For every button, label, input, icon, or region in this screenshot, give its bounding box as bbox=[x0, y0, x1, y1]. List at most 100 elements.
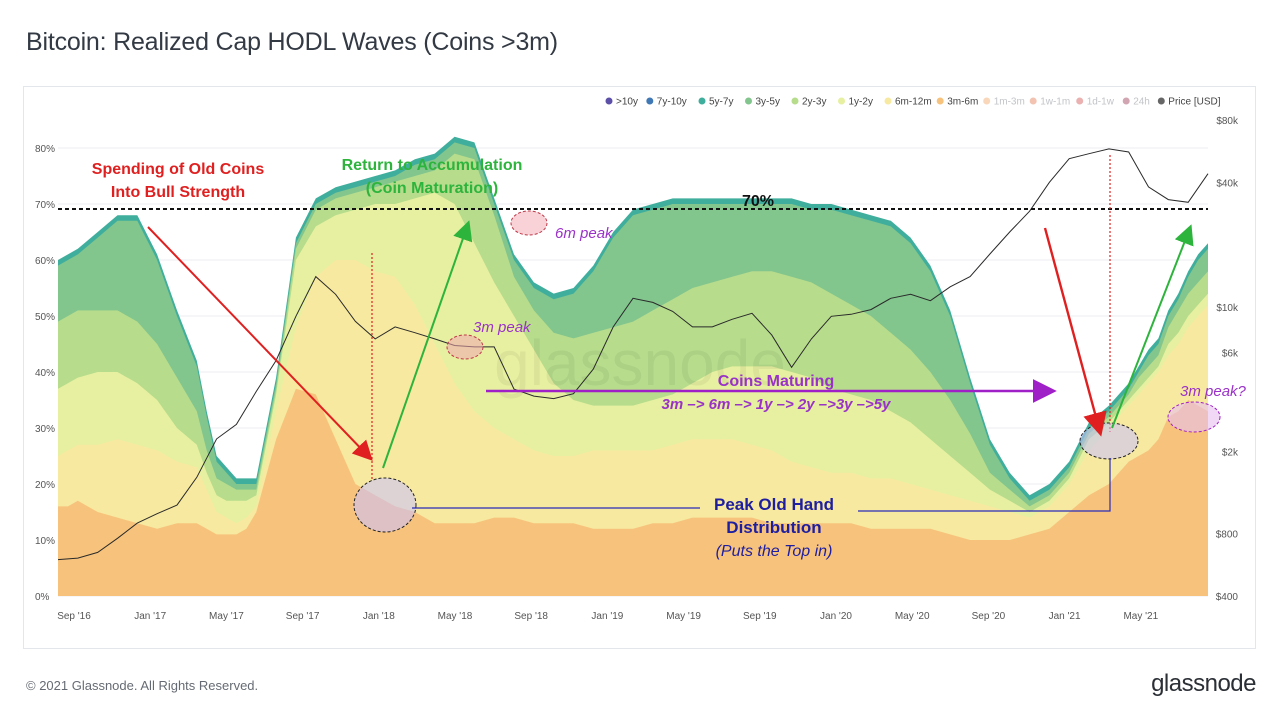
y-tick-left: 80% bbox=[35, 144, 55, 155]
annotation-spending-line2: Into Bull Strength bbox=[111, 184, 245, 201]
footer-copyright: © 2021 Glassnode. All Rights Reserved. bbox=[26, 678, 259, 693]
legend-item[interactable]: 3m-6m bbox=[936, 97, 979, 108]
legend-label: 3m-6m bbox=[947, 97, 978, 108]
annotation-three-month-peak: 3m peak bbox=[473, 319, 532, 336]
legend-swatch bbox=[983, 97, 991, 105]
glassnode-logo: glassnode bbox=[1151, 670, 1256, 697]
y-tick-left: 10% bbox=[35, 536, 55, 547]
watermark: glassnode bbox=[494, 327, 786, 399]
page-title: Bitcoin: Realized Cap HODL Waves (Coins … bbox=[26, 28, 558, 56]
y-tick-right: $400 bbox=[1216, 592, 1239, 603]
legend-swatch bbox=[936, 97, 944, 105]
y-tick-left: 70% bbox=[35, 200, 55, 211]
y-tick-right: $80k bbox=[1216, 116, 1239, 127]
annotation-accumulation-line1: Return to Accumulation bbox=[342, 157, 523, 174]
annotation-spending-line1: Spending of Old Coins bbox=[92, 161, 265, 178]
green-arrow-2021 bbox=[1111, 224, 1194, 429]
legend-swatch bbox=[745, 97, 752, 105]
y-tick-left: 20% bbox=[35, 480, 55, 491]
peak-old-hand-ellipse-2018 bbox=[353, 477, 417, 533]
legend-swatch bbox=[791, 97, 799, 105]
x-tick: May '18 bbox=[438, 611, 473, 622]
reference-line-label: 70% bbox=[742, 193, 774, 210]
legend-label: 24h bbox=[1133, 97, 1150, 108]
y-axis-right: $400 $800 $2k $6k $10k $40k $80k bbox=[1216, 116, 1239, 603]
x-tick: Sep '18 bbox=[514, 611, 548, 622]
y-tick-right: $10k bbox=[1216, 303, 1239, 314]
x-tick: Sep '20 bbox=[972, 611, 1006, 622]
legend-label: 6m-12m bbox=[895, 97, 932, 108]
x-tick: Jan '21 bbox=[1049, 611, 1081, 622]
three-month-peak-q-ellipse bbox=[1167, 401, 1221, 433]
annotation-puts-top-in: (Puts the Top in) bbox=[716, 543, 833, 560]
legend-label: Price [USD] bbox=[1168, 97, 1220, 108]
legend: Price [USD] 24h 1d-1w 1w-1m 1m-3m 3m-6m 6m-12m… bbox=[605, 97, 1221, 108]
y-tick-left: 50% bbox=[35, 312, 55, 323]
y-tick-right: $2k bbox=[1222, 447, 1239, 458]
y-tick-left: 30% bbox=[35, 424, 55, 435]
y-tick-left: 40% bbox=[35, 368, 55, 379]
x-tick: May '19 bbox=[666, 611, 701, 622]
legend-item[interactable]: 24h bbox=[1122, 97, 1150, 108]
x-tick: Sep '17 bbox=[286, 611, 320, 622]
x-tick: Jan '18 bbox=[363, 611, 395, 622]
annotation-distribution: Distribution bbox=[726, 518, 821, 537]
red-arrow-2021 bbox=[1043, 227, 1107, 437]
legend-swatch bbox=[1122, 97, 1130, 105]
legend-swatch bbox=[698, 97, 706, 105]
x-tick: Jan '17 bbox=[134, 611, 166, 622]
x-tick: Sep '16 bbox=[57, 611, 91, 622]
x-tick: May '17 bbox=[209, 611, 244, 622]
annotation-three-month-peak-q: 3m peak? bbox=[1180, 383, 1247, 400]
legend-item[interactable]: 5y-7y bbox=[698, 97, 734, 108]
legend-item[interactable]: 7y-10y bbox=[646, 97, 687, 108]
annotation-six-month-peak: 6m peak bbox=[555, 225, 614, 242]
annotation-maturing-sequence: 3m –> 6m –> 1y –> 2y –>3y –>5y bbox=[662, 396, 892, 413]
y-tick-left: 0% bbox=[35, 592, 50, 603]
red-arrow-2017 bbox=[147, 226, 373, 461]
x-tick: Jan '19 bbox=[591, 611, 623, 622]
legend-item[interactable]: >10y bbox=[605, 97, 638, 108]
six-month-peak-ellipse bbox=[510, 210, 548, 236]
annotation-accumulation-line2: (Coin Maturation) bbox=[366, 180, 498, 197]
legend-label: 3y-5y bbox=[756, 97, 780, 108]
legend-label: >10y bbox=[616, 97, 638, 108]
legend-item[interactable]: 3y-5y bbox=[745, 97, 780, 108]
y-axis-left: 0% 10% 20% 30% 40% 50% 60% 70% 80% bbox=[35, 144, 55, 603]
legend-swatch bbox=[1076, 97, 1084, 105]
peak-old-hand-ellipse-2021 bbox=[1079, 422, 1139, 460]
legend-swatch bbox=[884, 97, 892, 105]
legend-item[interactable]: 2y-3y bbox=[791, 97, 827, 108]
y-tick-right: $6k bbox=[1222, 349, 1239, 360]
legend-item[interactable]: 1m-3m bbox=[983, 97, 1025, 108]
stacked-areas bbox=[58, 136, 1208, 596]
legend-label: 5y-7y bbox=[709, 97, 733, 108]
annotation-coins-maturing: Coins Maturing bbox=[718, 373, 834, 390]
peak-distribution-connector-2021 bbox=[858, 458, 1111, 512]
x-tick: Jan '20 bbox=[820, 611, 852, 622]
legend-label: 1m-3m bbox=[994, 97, 1025, 108]
legend-item[interactable]: Price [USD] bbox=[1157, 97, 1221, 108]
x-axis: Sep '16 Jan '17 May '17 Sep '17 Jan '18 May '… bbox=[57, 611, 1158, 622]
area-series-3m-6m bbox=[58, 388, 1208, 596]
x-tick: Sep '19 bbox=[743, 611, 777, 622]
legend-swatch bbox=[605, 97, 613, 105]
legend-label: 1w-1m bbox=[1040, 97, 1070, 108]
legend-swatch bbox=[838, 97, 845, 105]
legend-label: 1y-2y bbox=[849, 97, 873, 108]
legend-label: 7y-10y bbox=[657, 97, 687, 108]
x-tick: May '20 bbox=[895, 611, 930, 622]
legend-swatch bbox=[1157, 97, 1165, 105]
y-tick-left: 60% bbox=[35, 256, 55, 267]
price-line bbox=[57, 148, 1209, 561]
legend-item[interactable]: 6m-12m bbox=[884, 97, 932, 108]
legend-item[interactable]: 1w-1m bbox=[1029, 97, 1071, 108]
legend-swatch bbox=[1029, 97, 1037, 105]
y-tick-right: $40k bbox=[1216, 178, 1239, 189]
three-month-peak-ellipse bbox=[446, 334, 484, 360]
legend-item[interactable]: 1y-2y bbox=[838, 97, 873, 108]
annotation-peak-old-hand: Peak Old Hand bbox=[714, 495, 834, 514]
legend-item[interactable]: 1d-1w bbox=[1076, 97, 1115, 108]
legend-swatch bbox=[646, 97, 654, 105]
